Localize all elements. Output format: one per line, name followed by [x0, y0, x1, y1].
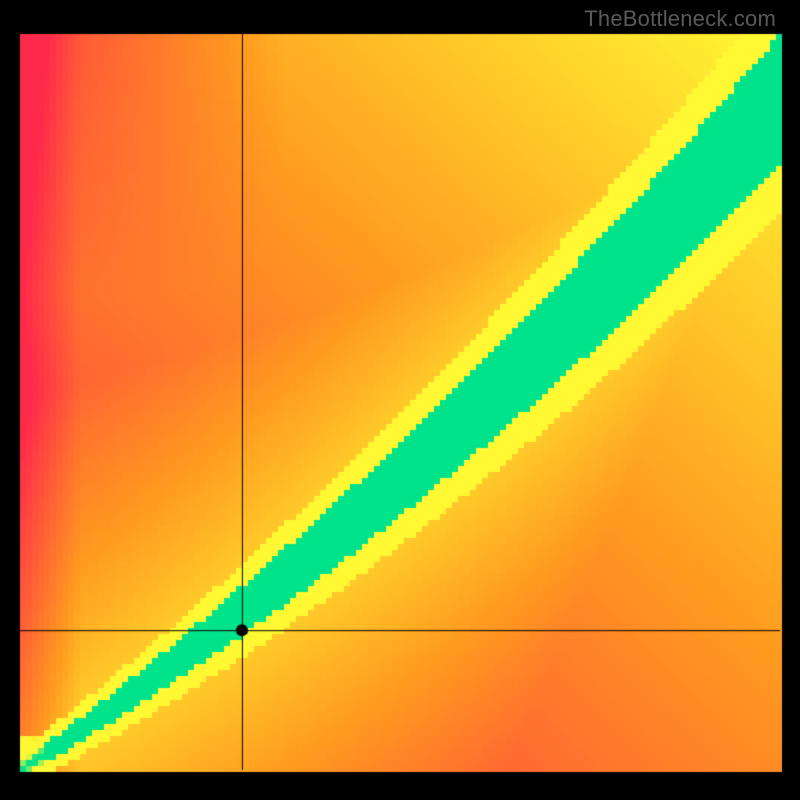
watermark-text: TheBottleneck.com [584, 6, 776, 32]
bottleneck-heatmap [0, 0, 800, 800]
